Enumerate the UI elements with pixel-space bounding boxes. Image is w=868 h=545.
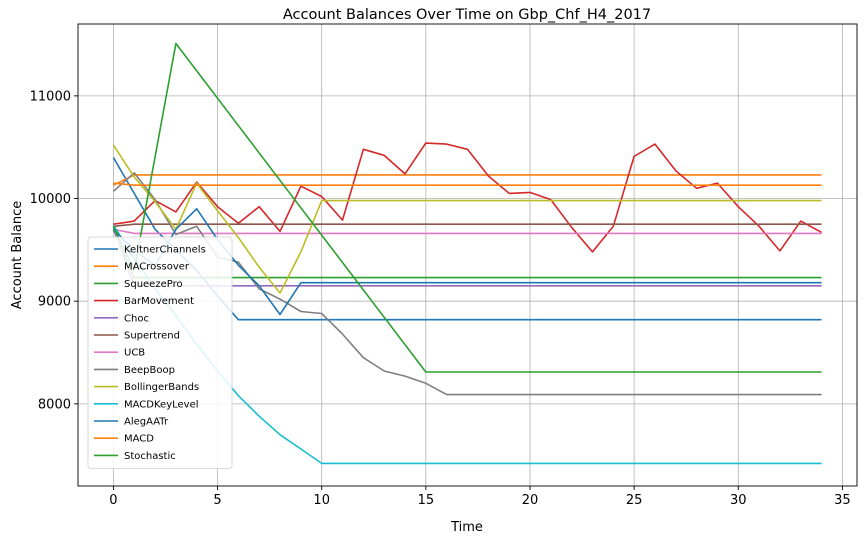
x-tick-label: 15 [418,493,435,508]
chart-title: Account Balances Over Time on Gbp_Chf_H4… [283,7,651,23]
series-line-bollingerbands [112,144,822,294]
legend-label: BeepBoop [124,365,175,376]
legend-label: Supertrend [124,331,180,342]
x-axis-label: Time [450,520,483,535]
legend-label: SqueezePro [124,279,183,290]
legend-label: Choc [124,313,149,324]
legend-label: MACrossover [124,262,190,273]
x-axis-ticks: 0 5 10 15 20 25 30 35 [109,486,851,508]
series-line-barmovement [113,142,822,253]
legend-label: Stochastic [124,451,176,462]
y-tick-label: 11000 [30,89,71,104]
legend-label: BollingerBands [124,382,199,393]
y-tick-label: 9000 [38,295,71,310]
plot-frame [77,23,858,487]
legend-label: KeltnerChannels [124,245,206,256]
x-tick-label: 35 [834,493,851,508]
series-line-macd [113,182,822,186]
legend-box [87,236,233,470]
legend-label: UCB [124,348,145,359]
legend-label: AlegAATr [124,417,169,428]
x-tick-label: 0 [109,493,117,508]
series-line-macrossover [113,174,822,186]
y-tick-label: 8000 [38,397,71,412]
legend: KeltnerChannels MACrossover SqueezePro BarM… [87,236,233,470]
x-tick-label: 5 [213,493,221,508]
y-axis-ticks: 8000 9000 10000 11000 [30,89,78,412]
series-line-ucb [113,228,822,235]
legend-label: MACD [124,434,154,445]
x-tick-label: 25 [626,493,643,508]
legend-label: MACDKeyLevel [124,399,199,410]
series-line-supertrend [113,223,822,228]
x-tick-label: 10 [313,493,330,508]
series-line-beepboop [112,172,822,396]
legend-label: BarMovement [124,296,194,307]
x-tick-label: 30 [730,493,747,508]
y-tick-label: 10000 [30,192,71,207]
y-axis-label: Account Balance [10,201,25,309]
x-tick-label: 20 [522,493,539,508]
